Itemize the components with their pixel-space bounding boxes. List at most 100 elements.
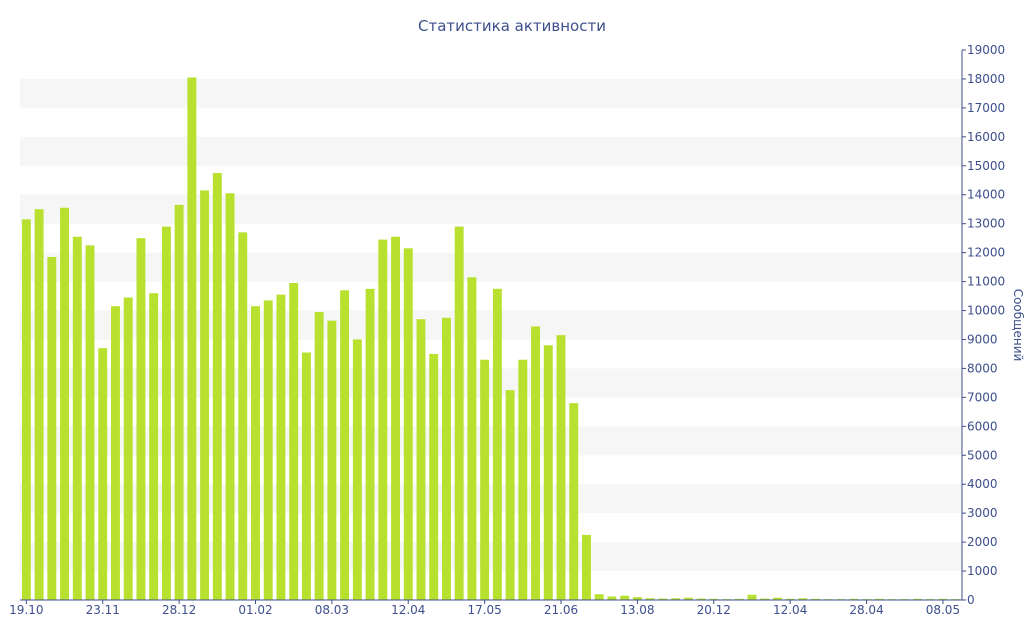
bar	[378, 239, 388, 600]
bar	[60, 207, 70, 600]
x-tick-label: 20.12	[697, 603, 731, 617]
bar	[849, 598, 859, 600]
bar	[34, 209, 44, 601]
bar	[760, 598, 770, 600]
bar	[225, 193, 235, 600]
bar	[238, 232, 248, 601]
y-tick-label: 16000	[967, 130, 1005, 144]
bar	[785, 598, 795, 600]
bar	[251, 306, 260, 600]
bar	[301, 352, 311, 600]
bar	[556, 335, 566, 600]
y-tick-label: 14000	[967, 188, 1005, 202]
y-tick-label: 1000	[967, 564, 998, 578]
bar	[505, 390, 515, 600]
bar	[85, 245, 95, 601]
bar	[772, 597, 782, 600]
bar	[289, 283, 299, 600]
bar	[161, 226, 171, 600]
y-tick-label: 6000	[967, 419, 998, 433]
y-axis-ticks: 0 1000 2000 3000 4000 5000 6000 7000 8000 9000 100…	[962, 43, 1005, 607]
bar	[658, 598, 668, 600]
x-tick-label: 19.10	[9, 603, 43, 617]
x-tick-label: 21.06	[544, 603, 578, 617]
bar	[696, 598, 706, 600]
x-tick-label: 17.05	[467, 603, 501, 617]
bar	[607, 596, 617, 600]
bar	[263, 300, 273, 600]
bar	[620, 595, 630, 600]
bar	[467, 277, 477, 600]
bar	[72, 236, 82, 601]
bar	[543, 345, 553, 600]
bar	[747, 594, 757, 600]
bar	[21, 219, 31, 600]
y-tick-label: 19000	[967, 43, 1005, 57]
grid-band	[20, 368, 962, 398]
bar	[938, 598, 948, 600]
bar	[123, 297, 133, 600]
bar	[632, 597, 642, 600]
bar	[149, 293, 159, 600]
bar	[47, 256, 57, 600]
bar	[136, 238, 146, 600]
y-tick-label: 18000	[967, 72, 1005, 86]
x-tick-label: 12.04	[391, 603, 425, 617]
bar	[811, 598, 821, 600]
bar	[365, 288, 375, 600]
y-tick-label: 15000	[967, 159, 1005, 173]
grid-bands	[20, 78, 962, 572]
y-tick-label: 11000	[967, 275, 1005, 289]
grid-band	[20, 310, 962, 340]
grid-band	[20, 426, 962, 456]
y-tick-label: 10000	[967, 304, 1005, 318]
bar	[98, 348, 108, 600]
bar	[798, 598, 808, 600]
bar	[569, 403, 579, 600]
x-tick-label: 08.03	[315, 603, 349, 617]
bar	[594, 594, 604, 600]
y-tick-label: 9000	[967, 332, 998, 346]
bar	[111, 306, 120, 600]
chart-title: Статистика активности	[418, 17, 606, 35]
bar	[492, 288, 502, 600]
x-tick-label: 23.11	[86, 603, 120, 617]
bar	[276, 294, 286, 600]
x-tick-label: 12.04	[773, 603, 807, 617]
bar	[403, 248, 413, 600]
bar	[416, 319, 426, 600]
grid-band	[20, 78, 962, 108]
bar	[352, 339, 362, 600]
bar	[327, 320, 337, 600]
bar	[531, 326, 541, 600]
x-axis-ticks: 19.10 23.11 28.12 01.02 08.03 12.04 17.05 21.06…	[9, 600, 960, 617]
y-tick-label: 4000	[967, 477, 998, 491]
bar	[314, 311, 324, 600]
bar	[874, 598, 884, 600]
grid-band	[20, 484, 962, 514]
bar	[709, 598, 719, 600]
bar	[683, 597, 693, 600]
x-tick-label: 28.04	[849, 603, 883, 617]
y-tick-label: 2000	[967, 535, 998, 549]
bar	[480, 359, 490, 600]
bar	[391, 236, 400, 601]
bar	[187, 77, 197, 600]
bar	[200, 190, 210, 601]
bar	[441, 317, 451, 600]
y-tick-label: 8000	[967, 361, 998, 375]
bar-series	[21, 77, 961, 601]
bar	[734, 598, 744, 600]
bar	[645, 598, 655, 600]
grid-band	[20, 194, 962, 224]
y-axis-label: Сообщений	[1011, 289, 1024, 362]
bar	[429, 353, 439, 600]
bar	[582, 534, 591, 600]
x-tick-label: 08.05	[926, 603, 960, 617]
bar	[340, 290, 350, 600]
x-tick-label: 01.02	[238, 603, 272, 617]
y-tick-label: 3000	[967, 506, 998, 520]
y-tick-label: 13000	[967, 217, 1005, 231]
grid-band	[20, 252, 962, 282]
